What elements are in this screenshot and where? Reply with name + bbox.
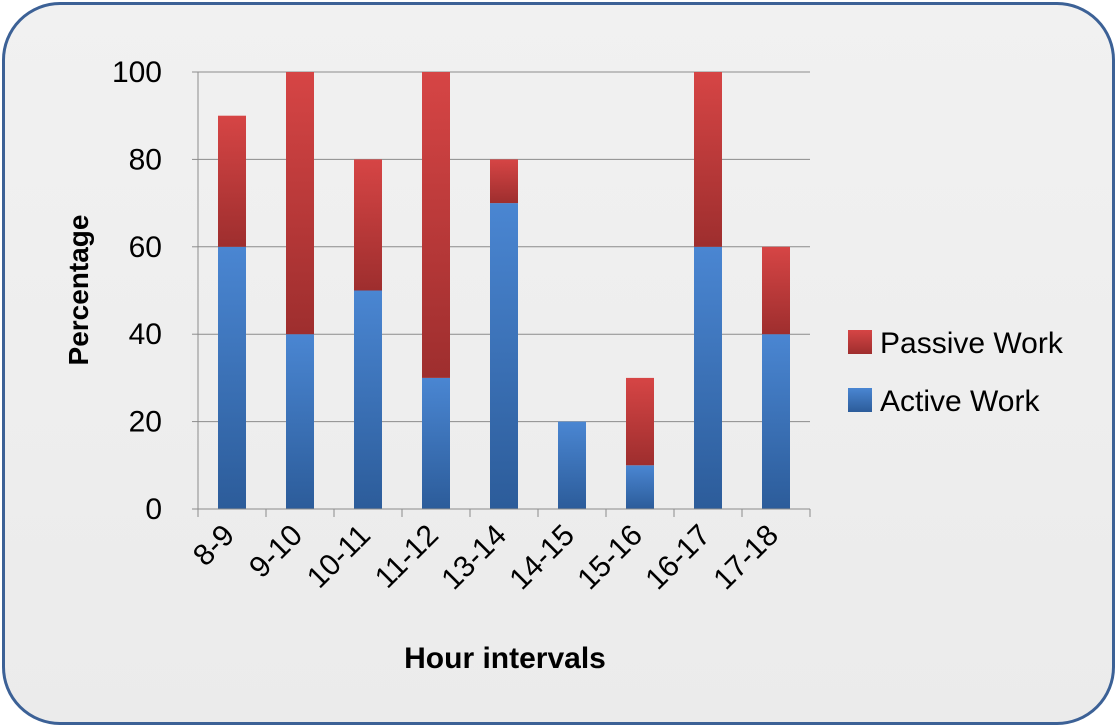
bar-active-work xyxy=(218,246,246,510)
legend: Passive Work Active Work xyxy=(848,327,1064,418)
bar-active-work xyxy=(490,203,518,509)
y-tick-label: 40 xyxy=(129,318,162,351)
bar-active-work xyxy=(626,465,654,509)
bar-active-work xyxy=(354,290,382,509)
axes xyxy=(192,71,811,517)
x-axis-label: Hour intervals xyxy=(404,642,606,675)
bars xyxy=(218,72,790,510)
bar-passive-work xyxy=(354,159,382,291)
y-axis-label: Percentage xyxy=(63,215,94,366)
x-tick-label: 13-14 xyxy=(435,519,513,597)
y-tick-label: 80 xyxy=(129,143,162,176)
x-tick-label: 8-9 xyxy=(187,519,241,573)
bar-passive-work xyxy=(218,115,246,247)
bar-passive-work xyxy=(490,159,518,204)
y-tick-labels: 0 20 40 60 80 100 xyxy=(112,56,162,526)
x-tick-label: 17-18 xyxy=(707,519,785,597)
x-tick-label: 9-10 xyxy=(243,519,309,585)
bar-passive-work xyxy=(694,72,722,247)
x-tick-label: 14-15 xyxy=(503,519,581,597)
legend-swatch-active xyxy=(848,388,872,412)
legend-swatch-passive xyxy=(848,330,872,354)
legend-label-passive: Passive Work xyxy=(880,327,1064,360)
y-tick-label: 100 xyxy=(112,56,162,89)
x-tick-label: 16-17 xyxy=(639,519,717,597)
bar-active-work xyxy=(762,334,790,509)
bar-active-work xyxy=(286,334,314,509)
y-tick-label: 0 xyxy=(145,493,162,526)
bar-active-work xyxy=(694,246,722,510)
bar-active-work xyxy=(422,377,450,509)
legend-label-active: Active Work xyxy=(880,385,1040,418)
bar-passive-work xyxy=(286,72,314,335)
bar-passive-work xyxy=(762,246,790,335)
bar-passive-work xyxy=(422,72,450,378)
x-tick-label: 15-16 xyxy=(571,519,649,597)
y-tick-label: 60 xyxy=(129,231,162,264)
y-tick-label: 20 xyxy=(129,406,162,439)
bar-active-work xyxy=(558,421,586,509)
x-tick-label: 10-11 xyxy=(301,519,377,595)
x-tick-label: 11-12 xyxy=(369,519,445,595)
x-tick-labels: 8-9 9-1010-1111-1213-1414-1515-1616-1717-… xyxy=(187,519,785,597)
bar-passive-work xyxy=(626,377,654,466)
